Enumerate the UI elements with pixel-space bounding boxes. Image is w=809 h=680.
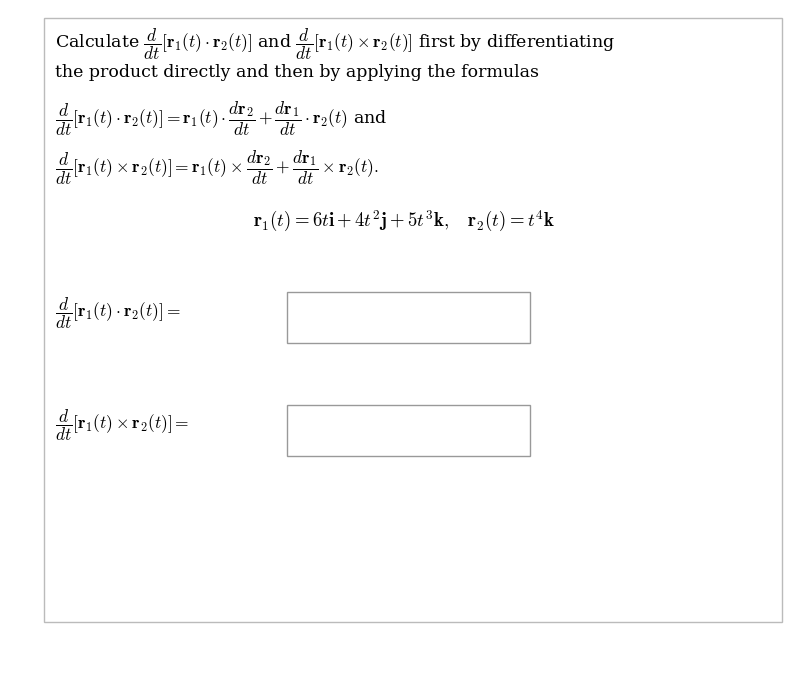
Text: the product directly and then by applying the formulas: the product directly and then by applyin…	[55, 65, 539, 82]
FancyBboxPatch shape	[44, 18, 782, 622]
Text: $\dfrac{d}{dt}[\mathbf{r}_1(t) \cdot \mathbf{r}_2(t)] =$: $\dfrac{d}{dt}[\mathbf{r}_1(t) \cdot \ma…	[55, 295, 180, 330]
Text: $\dfrac{d}{dt}[\mathbf{r}_1(t) \times \mathbf{r}_2(t)] =$: $\dfrac{d}{dt}[\mathbf{r}_1(t) \times \m…	[55, 407, 189, 443]
Text: $\dfrac{d}{dt}[\mathbf{r}_1(t) \cdot \mathbf{r}_2(t)] = \mathbf{r}_1(t) \cdot \d: $\dfrac{d}{dt}[\mathbf{r}_1(t) \cdot \ma…	[55, 100, 388, 138]
Text: Calculate $\dfrac{d}{dt}[\mathbf{r}_1(t) \cdot \mathbf{r}_2(t)]$ and $\dfrac{d}{: Calculate $\dfrac{d}{dt}[\mathbf{r}_1(t)…	[55, 27, 615, 62]
FancyBboxPatch shape	[287, 405, 530, 456]
Text: $\mathbf{r}_1(t) = 6t\mathbf{i} + 4t^2\mathbf{j} + 5t^3\mathbf{k}, \quad \mathbf: $\mathbf{r}_1(t) = 6t\mathbf{i} + 4t^2\m…	[253, 209, 556, 233]
Text: $\dfrac{d}{dt}[\mathbf{r}_1(t) \times \mathbf{r}_2(t)] = \mathbf{r}_1(t) \times : $\dfrac{d}{dt}[\mathbf{r}_1(t) \times \m…	[55, 149, 379, 187]
FancyBboxPatch shape	[287, 292, 530, 343]
